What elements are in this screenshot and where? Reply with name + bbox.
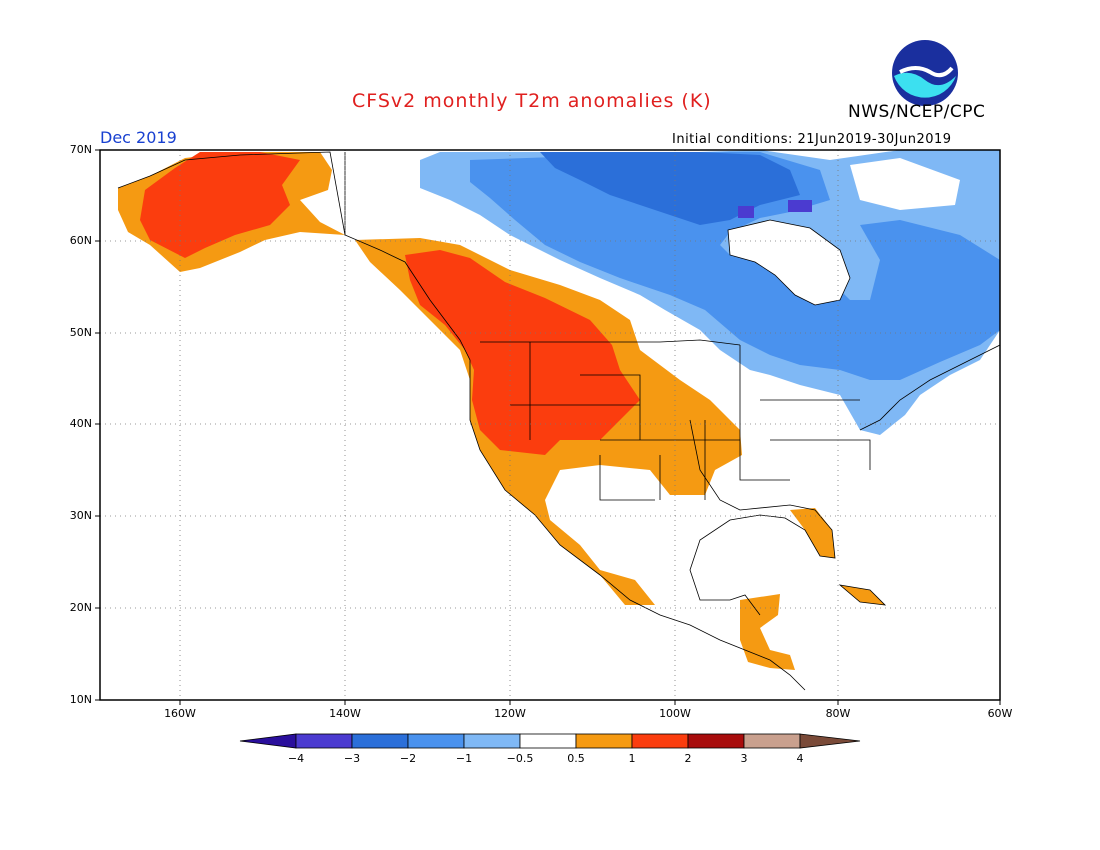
lat-label: 40N bbox=[69, 417, 92, 430]
colorbar bbox=[239, 733, 861, 749]
colorbar-swatch bbox=[687, 733, 745, 749]
lon-label: 120W bbox=[494, 707, 526, 720]
colorbar-label: 0.5 bbox=[567, 752, 585, 765]
colorbar-swatch bbox=[799, 733, 861, 749]
noaa-logo bbox=[890, 38, 960, 112]
colorbar-swatch bbox=[351, 733, 409, 749]
canada-cold-region bbox=[470, 152, 1000, 380]
colorbar-swatch bbox=[407, 733, 465, 749]
colorbar-label: 2 bbox=[684, 752, 692, 765]
colorbar-swatch bbox=[295, 733, 353, 749]
map-title: CFSv2 monthly T2m anomalies (K) bbox=[352, 90, 712, 112]
very-cold-patch bbox=[738, 206, 754, 218]
lon-label: 140W bbox=[329, 707, 361, 720]
baffin-white bbox=[850, 158, 960, 210]
initial-conditions: Initial conditions: 21Jun2019-30Jun2019 bbox=[672, 132, 952, 147]
lon-label: 160W bbox=[164, 707, 196, 720]
colorbar-label: −3 bbox=[343, 752, 361, 765]
lat-label: 70N bbox=[69, 143, 92, 156]
colorbar-swatch bbox=[743, 733, 801, 749]
colorbar-label: 4 bbox=[796, 752, 804, 765]
lon-label: 60W bbox=[987, 707, 1013, 720]
colorbar-label: −0.5 bbox=[506, 752, 534, 765]
alaska-strong-warm-region bbox=[140, 152, 300, 258]
lon-label: 80W bbox=[825, 707, 851, 720]
colorbar-label: 3 bbox=[740, 752, 748, 765]
agency-label: NWS/NCEP/CPC bbox=[848, 102, 986, 122]
colorbar-swatch bbox=[575, 733, 633, 749]
forecast-month: Dec 2019 bbox=[100, 128, 177, 147]
colorbar-swatch bbox=[631, 733, 689, 749]
western-us-strong-warm-region bbox=[405, 250, 640, 455]
lat-label: 50N bbox=[69, 326, 92, 339]
lon-label: 100W bbox=[659, 707, 691, 720]
colorbar-label: −1 bbox=[455, 752, 473, 765]
colorbar-label: 1 bbox=[628, 752, 636, 765]
colorbar-label: −4 bbox=[287, 752, 305, 765]
canada-strong-cold-region bbox=[540, 152, 800, 225]
colorbar-swatch bbox=[519, 733, 577, 749]
lat-label: 60N bbox=[69, 234, 92, 247]
lat-label: 10N bbox=[69, 693, 92, 706]
colorbar-swatch bbox=[239, 733, 297, 749]
central-america-warm-region bbox=[740, 594, 795, 670]
lat-label: 30N bbox=[69, 509, 92, 522]
very-cold-patch-2 bbox=[788, 200, 812, 212]
colorbar-swatch bbox=[463, 733, 521, 749]
hudson-bay-white bbox=[728, 220, 850, 305]
lat-label: 20N bbox=[69, 601, 92, 614]
colorbar-label: −2 bbox=[399, 752, 417, 765]
caribbean-warm-region bbox=[840, 585, 885, 605]
